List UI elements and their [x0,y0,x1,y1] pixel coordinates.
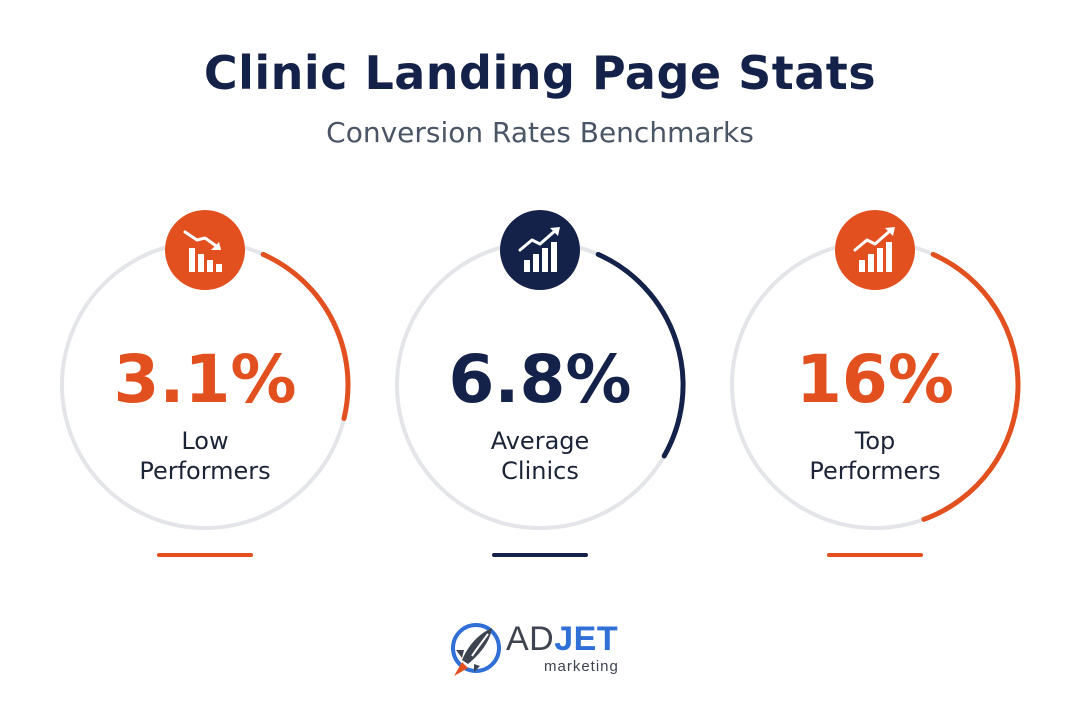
accent-underline [492,553,588,557]
icon-bar [533,254,539,272]
brand-name: ADJET [506,620,619,658]
icon-bar [189,248,195,272]
stat-label: Clinics [501,457,579,485]
rocket-icon [451,623,501,676]
icon-trend-line [518,228,558,252]
icon-bar [542,248,548,272]
icon-arrow-head [550,227,560,236]
icon-bar [886,242,892,272]
stat-label: Average [491,427,590,455]
icon-arrow-head [211,242,221,250]
icon-bar [198,254,204,272]
icon-badge [165,210,245,290]
stat-value: 3.1% [113,341,296,418]
page-subtitle: Conversion Rates Benchmarks [326,116,754,149]
progress-arc [921,251,1021,522]
bar-chart-up-icon [518,227,560,272]
stat-label: Low [181,427,228,455]
icon-bar [859,260,865,272]
icon-trend-line [183,230,221,250]
adjet-logo: ADJET marketing [448,618,648,682]
icon-bar [207,260,213,272]
progress-arc [260,251,351,421]
stat-label: Top [854,427,896,455]
page-title: Clinic Landing Page Stats [203,46,877,100]
bar-chart-down-icon [183,230,222,272]
brand-tagline: marketing [544,658,619,675]
icon-badge [500,210,580,290]
icon-bar [524,260,530,272]
stat-value: 16% [796,341,954,418]
accent-underline [157,553,253,557]
stat-value: 6.8% [448,341,631,418]
icon-trend-line [853,228,893,252]
icon-badge [835,210,915,290]
icon-bar [868,254,874,272]
bar-chart-up-icon [853,227,895,272]
stat-label: Performers [809,457,940,485]
icon-bar [216,264,222,272]
icon-arrow-head [885,227,895,236]
icon-bar [551,242,557,272]
stat-label: Performers [139,457,270,485]
progress-arc [595,251,686,459]
accent-underline [827,553,923,557]
icon-bar [877,248,883,272]
